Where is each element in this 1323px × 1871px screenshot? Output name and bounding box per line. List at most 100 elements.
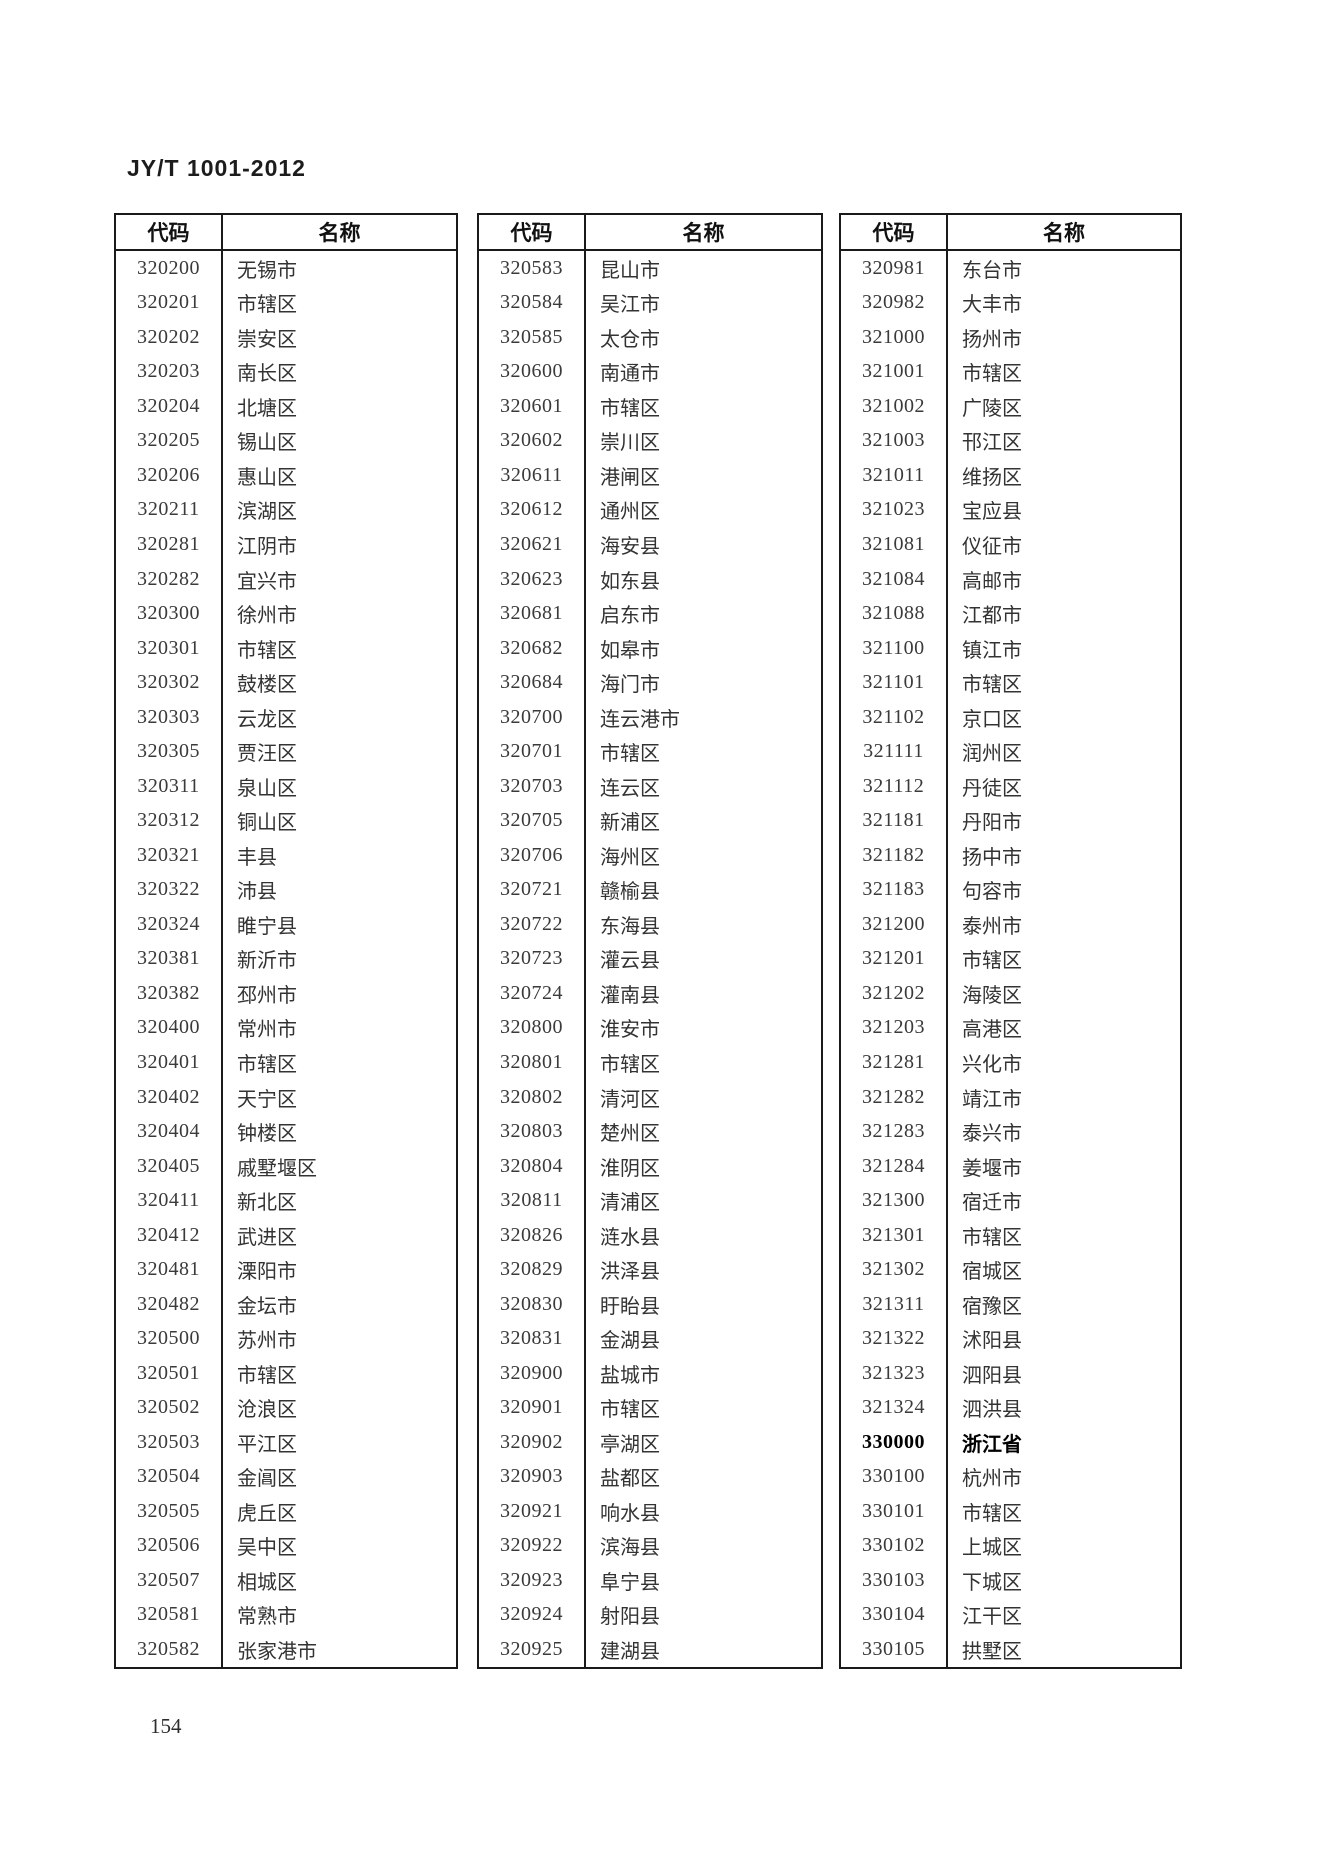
code-cell: 321183 [841, 872, 948, 908]
table-row: 320621 海安县 [479, 527, 821, 562]
name-cell: 吴江市 [600, 294, 660, 317]
code-cell: 321088 [841, 596, 948, 631]
name-cell: 连云区 [600, 777, 660, 800]
code-table-2: 代码 名称 320583 昆山市 320584 吴江市 320585 太仓市 320600 南… [477, 213, 823, 1669]
name-cell: 扬州市 [962, 328, 1022, 351]
code-cell: 320583 [479, 251, 586, 286]
name-cell: 泰兴市 [962, 1123, 1022, 1146]
table-row: 320705 新浦区 [479, 803, 821, 839]
name-cell: 武进区 [237, 1226, 297, 1249]
table-row: 320901 市辖区 [479, 1390, 821, 1426]
table-row: 320611 港闸区 [479, 458, 821, 493]
code-cell: 320831 [479, 1321, 586, 1356]
name-cell: 苏州市 [237, 1330, 297, 1353]
name-cell: 崇安区 [237, 328, 297, 351]
code-cell: 321182 [841, 838, 948, 873]
table-row: 321201 市辖区 [841, 941, 1180, 977]
table-row: 320700 连云港市 [479, 699, 821, 735]
code-cell: 320206 [116, 458, 223, 493]
code-cell: 321084 [841, 561, 948, 597]
code-column-header: 代码 [116, 215, 223, 249]
code-cell: 320300 [116, 596, 223, 631]
table-row: 321102 京口区 [841, 699, 1180, 735]
table-row: 320411 新北区 [116, 1183, 456, 1218]
table-row: 321002 广陵区 [841, 389, 1180, 424]
code-column-header: 代码 [841, 215, 948, 249]
name-cell: 扬中市 [962, 846, 1022, 869]
code-cell: 320202 [116, 320, 223, 355]
code-cell: 320302 [116, 665, 223, 700]
name-cell: 鼓楼区 [237, 674, 297, 697]
name-cell: 太仓市 [600, 328, 660, 351]
table-row: 320684 海门市 [479, 665, 821, 700]
name-cell: 崇川区 [600, 432, 660, 455]
name-cell: 天宁区 [237, 1088, 297, 1111]
table-row: 321182 扬中市 [841, 838, 1180, 873]
table-row: 320802 清河区 [479, 1079, 821, 1115]
table-row: 320204 北塘区 [116, 389, 456, 424]
code-cell: 321301 [841, 1217, 948, 1253]
table-row: 320724 灌南县 [479, 976, 821, 1011]
code-cell: 321283 [841, 1114, 948, 1149]
code-cell: 320923 [479, 1563, 586, 1598]
name-cell: 市辖区 [962, 674, 1022, 697]
table-body: 320981 东台市 320982 大丰市 321000 扬州市 321001 市辖区 3210… [841, 251, 1180, 1667]
table-row: 320505 虎丘区 [116, 1494, 456, 1529]
name-cell: 云龙区 [237, 708, 297, 731]
code-cell: 321003 [841, 423, 948, 459]
code-cell: 321281 [841, 1045, 948, 1080]
name-cell: 通州区 [600, 501, 660, 524]
code-cell: 320802 [479, 1079, 586, 1115]
table-row: 320400 常州市 [116, 1010, 456, 1046]
code-cell: 321001 [841, 354, 948, 390]
code-cell: 320505 [116, 1494, 223, 1529]
code-cell: 321200 [841, 907, 948, 942]
name-cell: 新浦区 [600, 812, 660, 835]
code-cell: 330103 [841, 1563, 948, 1598]
name-cell: 东海县 [600, 915, 660, 938]
table-row: 320682 如皋市 [479, 630, 821, 666]
code-cell: 320981 [841, 251, 948, 286]
table-row: 320829 洪泽县 [479, 1252, 821, 1287]
name-cell: 姜堰市 [962, 1157, 1022, 1180]
name-cell: 东台市 [962, 259, 1022, 282]
name-cell: 滨海县 [600, 1537, 660, 1560]
name-cell: 海州区 [600, 846, 660, 869]
name-cell: 港闸区 [600, 466, 660, 489]
name-cell: 滨湖区 [237, 501, 297, 524]
code-cell: 320900 [479, 1356, 586, 1391]
code-cell: 321011 [841, 458, 948, 493]
table-row: 320305 贾汪区 [116, 734, 456, 769]
table-row: 330103 下城区 [841, 1563, 1180, 1598]
table-row: 321284 姜堰市 [841, 1148, 1180, 1184]
table-row: 320211 滨湖区 [116, 492, 456, 528]
name-cell: 淮安市 [600, 1019, 660, 1042]
table-row: 321023 宝应县 [841, 492, 1180, 528]
table-row: 320324 睢宁县 [116, 907, 456, 942]
code-cell: 320902 [479, 1425, 586, 1460]
name-column-header: 名称 [318, 222, 361, 245]
name-cell: 京口区 [962, 708, 1022, 731]
code-cell: 320281 [116, 527, 223, 562]
name-cell: 张家港市 [237, 1641, 317, 1664]
code-cell: 321100 [841, 630, 948, 666]
name-cell: 市辖区 [600, 743, 660, 766]
table-row: 320302 鼓楼区 [116, 665, 456, 700]
code-cell: 320602 [479, 423, 586, 459]
code-cell: 320211 [116, 492, 223, 528]
table-row: 320703 连云区 [479, 768, 821, 804]
table-row: 320281 江阴市 [116, 527, 456, 562]
name-cell: 溧阳市 [237, 1261, 297, 1284]
table-row: 320202 崇安区 [116, 320, 456, 355]
name-cell: 沭阳县 [962, 1330, 1022, 1353]
code-cell: 320982 [841, 285, 948, 321]
code-table-1: 代码 名称 320200 无锡市 320201 市辖区 320202 崇安区 320203 南… [114, 213, 458, 1669]
code-cell: 320611 [479, 458, 586, 493]
name-cell: 靖江市 [962, 1088, 1022, 1111]
name-cell: 江阴市 [237, 536, 297, 559]
document-code-header: JY/T 1001-2012 [127, 155, 306, 181]
name-cell: 盐城市 [600, 1364, 660, 1387]
name-cell: 如皋市 [600, 639, 660, 662]
code-cell: 320903 [479, 1459, 586, 1495]
table-row: 320600 南通市 [479, 354, 821, 390]
